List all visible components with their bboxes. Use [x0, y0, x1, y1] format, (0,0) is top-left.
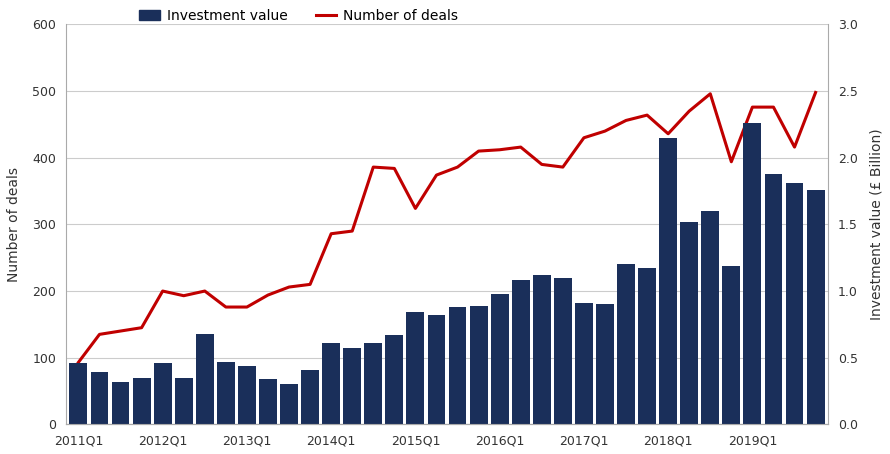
Bar — [743, 123, 761, 424]
Bar — [723, 266, 740, 424]
Bar — [280, 385, 298, 424]
Bar — [196, 334, 214, 424]
Bar — [490, 294, 508, 424]
Bar — [701, 211, 719, 424]
Bar — [69, 363, 87, 424]
Bar — [617, 264, 635, 424]
Bar — [554, 278, 571, 424]
Bar — [765, 174, 782, 424]
Bar — [259, 379, 277, 424]
Bar — [385, 335, 403, 424]
Bar — [427, 315, 445, 424]
Bar — [133, 378, 150, 424]
Bar — [301, 370, 319, 424]
Bar — [575, 303, 593, 424]
Bar — [174, 378, 192, 424]
Bar — [470, 306, 488, 424]
Bar — [322, 343, 340, 424]
Bar — [364, 343, 382, 424]
Bar — [659, 138, 677, 424]
Legend: Investment value, Number of deals: Investment value, Number of deals — [134, 4, 464, 29]
Bar — [512, 281, 530, 424]
Bar — [786, 183, 804, 424]
Bar — [806, 190, 824, 424]
Bar — [238, 365, 255, 424]
Bar — [680, 222, 698, 424]
Bar — [407, 312, 425, 424]
Y-axis label: Investment value (£ Billion): Investment value (£ Billion) — [869, 128, 883, 320]
Bar — [217, 362, 235, 424]
Bar — [449, 307, 466, 424]
Bar — [638, 268, 656, 424]
Bar — [344, 348, 361, 424]
Bar — [533, 275, 551, 424]
Bar — [111, 382, 129, 424]
Bar — [596, 304, 614, 424]
Bar — [154, 363, 172, 424]
Bar — [91, 372, 109, 424]
Y-axis label: Number of deals: Number of deals — [7, 167, 21, 282]
